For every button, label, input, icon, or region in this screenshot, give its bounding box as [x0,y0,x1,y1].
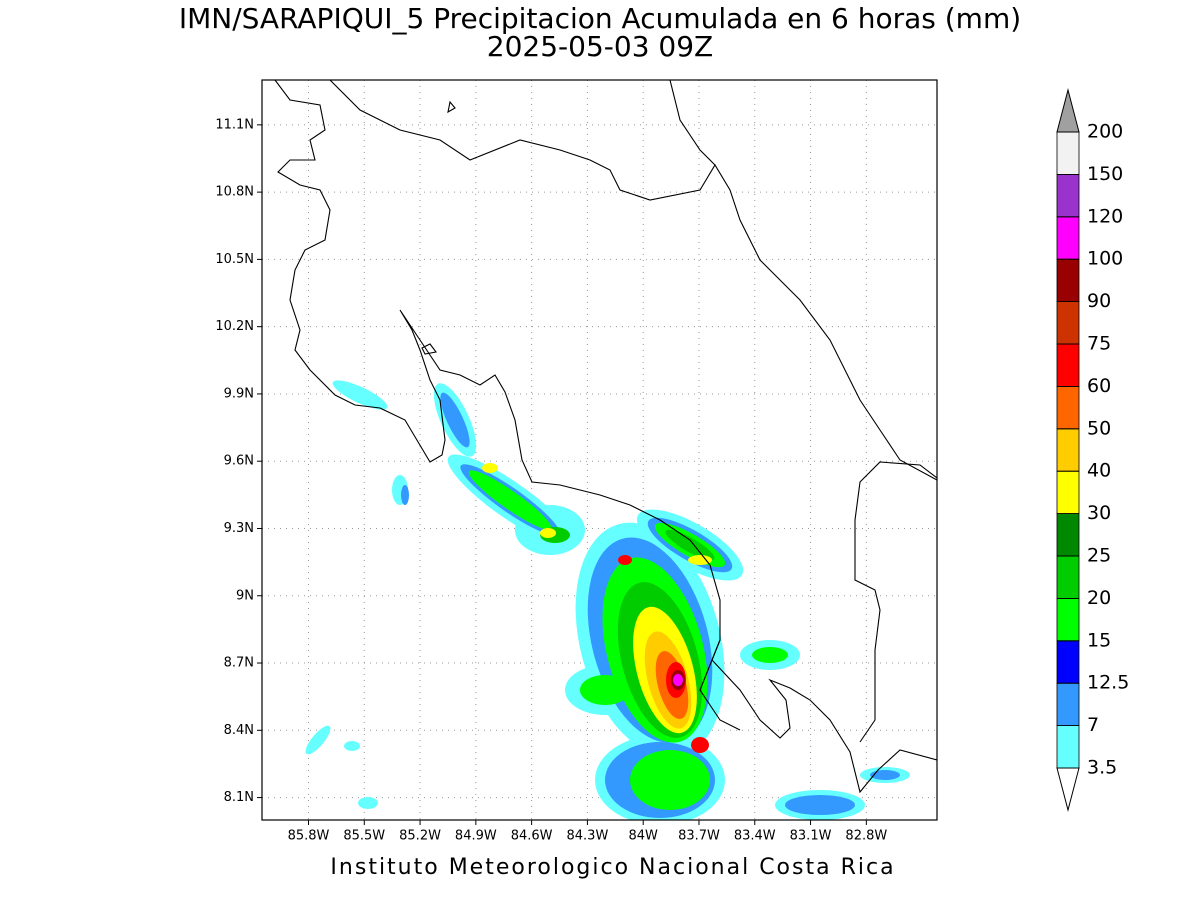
coastlines [274,80,937,794]
y-tick-label: 9.9N [224,386,254,401]
colorbar-label: 30 [1087,502,1111,524]
axes: 85.8W 85.5W 85.2W 84.9W 84.6W 84.3W 84W 83.7W 83… [215,117,887,843]
colorbar-segment [1056,343,1080,387]
colorbar-segment [1056,301,1080,345]
x-tick-label: 83.7W [678,829,720,844]
y-tick-label: 11.1N [215,117,254,132]
x-tick-label: 84.9W [455,829,497,844]
x-tick-label: 84.3W [567,829,609,844]
footer: Instituto Meteorologico Nacional Costa R… [330,855,895,880]
x-tick-label: 82.8W [845,829,887,844]
colorbar-segment [1056,640,1080,684]
colorbar-label: 120 [1087,205,1123,227]
plot-frame [261,79,938,821]
x-tick-label: 83.4W [734,829,776,844]
colorbar-label: 15 [1087,629,1111,651]
y-tick-label: 9N [236,588,254,603]
y-tick-label: 8.1N [224,790,254,805]
colorbar-segment [1056,173,1080,218]
subtitle: 2025-05-03 09Z [487,30,713,63]
colorbar-segment [1056,216,1080,260]
colorbar-label: 20 [1087,587,1111,609]
x-tick-label: 85.8W [288,829,330,844]
colorbar-label: 200 [1087,121,1123,143]
colorbar-segment [1056,598,1080,642]
y-tick-label: 9.3N [224,521,254,536]
colorbar-label: 7 [1087,714,1099,736]
colorbar-segment [1056,513,1080,557]
x-tick-label: 85.5W [343,829,385,844]
y-tick-label: 10.5N [215,252,254,267]
colorbar-label: 90 [1087,290,1111,312]
colorbar-segment [1056,682,1080,727]
colorbar-label: 25 [1087,545,1111,567]
y-tick-label: 9.6N [224,454,254,469]
colorbar-segment [1056,131,1080,175]
colorbar-label: 3.5 [1087,757,1117,779]
y-tick-label: 10.8N [215,185,254,200]
colorbar-label: 50 [1087,417,1111,439]
precipitation [305,380,910,820]
colorbar-segment [1056,428,1080,472]
colorbar-label: 100 [1087,248,1123,270]
colorbar-segment [1056,258,1080,303]
colorbar-label: 60 [1087,375,1111,397]
x-tick-label: 83.1W [790,829,832,844]
x-tick-label: 84.6W [511,829,553,844]
colorbar-label: 12.5 [1087,672,1129,694]
colorbar-segment [1056,385,1080,430]
colorbar-segment [1056,725,1080,769]
colorbar-under [1056,767,1080,812]
colorbar-label: 150 [1087,163,1123,185]
y-tick-label: 10.2N [215,319,254,334]
y-tick-label: 8.7N [224,656,254,671]
colorbar-segment [1056,470,1080,515]
colorbar-label: 75 [1087,333,1111,355]
colorbar-segment [1056,555,1080,599]
x-tick-label: 85.2W [399,829,441,844]
y-tick-label: 8.4N [224,723,254,738]
title: IMN/SARAPIQUI_5 Precipitacion Acumulada … [179,2,1021,35]
x-tick-label: 84W [628,829,658,844]
colorbar-label: 40 [1087,460,1111,482]
colorbar-over [1056,88,1080,133]
colorbar: 3.5 7 12.5 15 20 25 30 40 50 60 75 90 100 120 150 200 [1056,88,1129,812]
